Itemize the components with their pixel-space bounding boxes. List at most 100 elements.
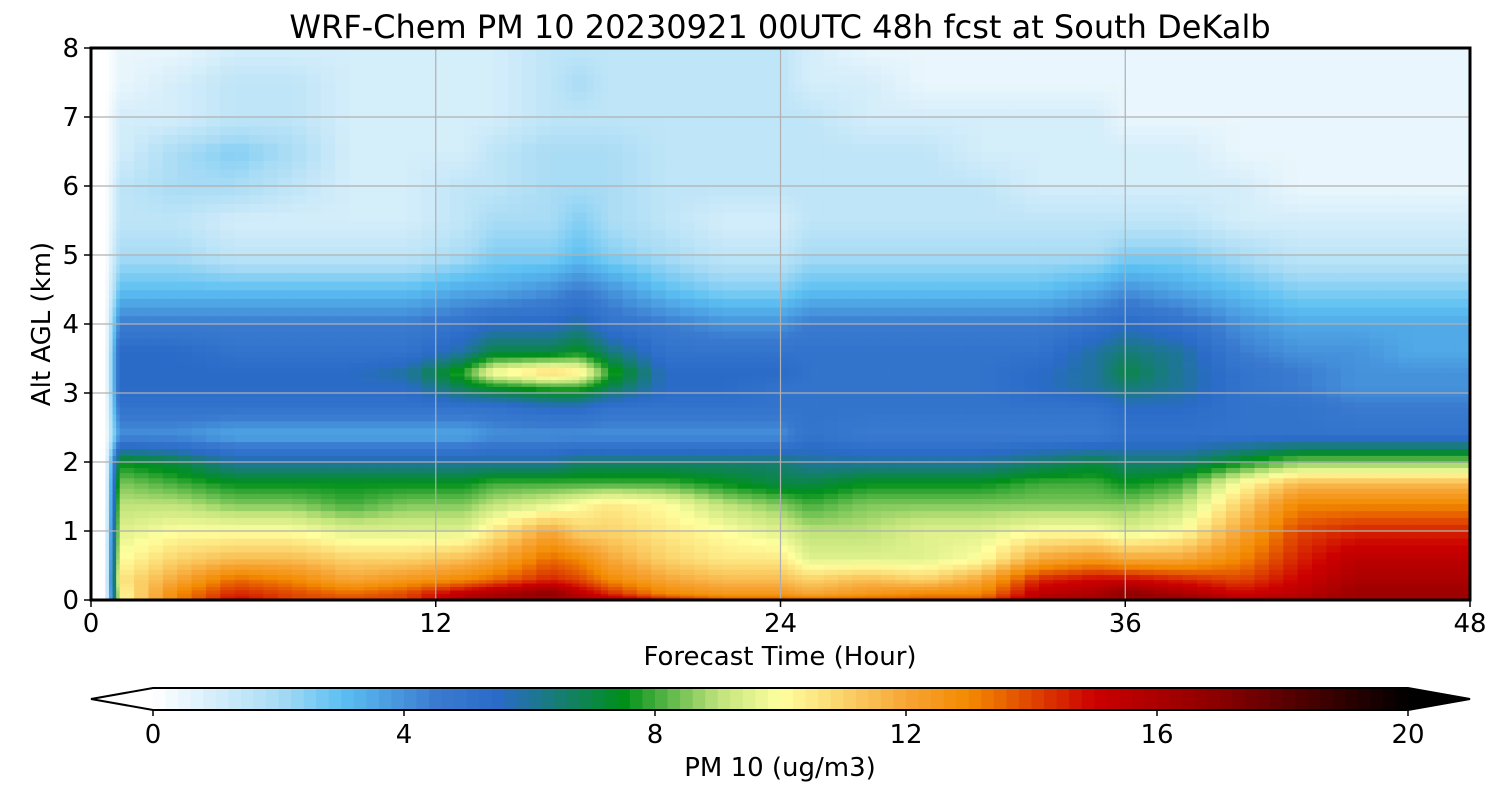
heatmap-cell <box>119 441 135 449</box>
heatmap-cell <box>363 462 380 468</box>
heatmap-cell <box>335 379 351 384</box>
heatmap-cell <box>1096 441 1105 449</box>
heatmap-cell <box>837 551 854 560</box>
heatmap-cell <box>493 589 509 594</box>
heatmap-cell <box>101 596 107 600</box>
heatmap-cell <box>349 574 365 581</box>
heatmap-cell <box>493 406 509 415</box>
heatmap-cell <box>1355 594 1371 598</box>
heatmap-cell <box>708 503 724 512</box>
heatmap-cell <box>866 531 882 539</box>
heatmap-cell <box>679 382 696 387</box>
heatmap-cell <box>866 372 882 377</box>
heatmap-cell <box>694 441 710 449</box>
heatmap-cell <box>478 563 487 570</box>
heatmap-cell <box>292 396 308 403</box>
heatmap-cell <box>306 379 322 384</box>
heatmap-cell <box>622 537 638 546</box>
heatmap-cell <box>1010 467 1026 474</box>
heatmap-cell <box>909 498 925 505</box>
heatmap-cell <box>852 510 868 518</box>
heatmap-cell <box>694 455 710 463</box>
heatmap-cell <box>91 574 96 581</box>
heatmap-cell <box>1426 551 1443 560</box>
heatmap-cell <box>1383 498 1399 505</box>
heatmap-cell <box>636 420 653 429</box>
heatmap-cell <box>1010 427 1026 436</box>
heatmap-cell <box>938 413 954 422</box>
heatmap-cell <box>335 594 351 598</box>
heatmap-cell <box>392 493 408 500</box>
heatmap-cell <box>98 467 103 474</box>
heatmap-cell <box>486 420 495 429</box>
heatmap-cell <box>263 563 279 570</box>
heatmap-cell <box>521 482 538 489</box>
heatmap-cell <box>1455 441 1471 449</box>
heatmap-cell <box>694 448 710 456</box>
heatmap-cell <box>1225 503 1241 512</box>
heatmap-cell <box>450 472 466 479</box>
heatmap-cell <box>335 462 351 468</box>
heatmap-cell <box>292 551 308 560</box>
heatmap-cell <box>1182 375 1198 380</box>
heatmap-cell <box>737 382 753 387</box>
heatmap-cell <box>335 487 351 494</box>
heatmap-cell <box>421 427 437 436</box>
heatmap-cell <box>162 579 178 584</box>
heatmap-cell <box>335 434 351 443</box>
heatmap-cell <box>234 372 250 377</box>
heatmap-cell <box>148 524 164 532</box>
heatmap-cell <box>1225 420 1241 429</box>
heatmap-cell <box>162 594 178 598</box>
heatmap-cell <box>1197 472 1213 479</box>
heatmap-cell <box>392 498 408 505</box>
heatmap-cell <box>1182 579 1198 584</box>
heatmap-cell <box>780 372 789 377</box>
heatmap-cell <box>478 551 487 560</box>
heatmap-cell <box>550 467 559 474</box>
heatmap-cell <box>981 427 997 436</box>
heatmap-cell <box>737 391 753 398</box>
heatmap-cell <box>1297 386 1313 393</box>
heatmap-cell <box>335 517 351 525</box>
heatmap-cell <box>536 574 552 581</box>
heatmap-cell <box>572 574 581 581</box>
heatmap-cell <box>837 434 854 443</box>
heatmap-cell <box>1053 406 1069 415</box>
heatmap-cell <box>1153 531 1170 539</box>
heatmap-cell <box>1110 413 1119 422</box>
heatmap-cell <box>1297 396 1313 403</box>
heatmap-cell <box>108 420 114 429</box>
heatmap-cell <box>622 551 638 560</box>
heatmap-cell <box>134 510 150 518</box>
heatmap-cell <box>780 551 789 560</box>
heatmap-cell <box>579 427 588 436</box>
heatmap-cell <box>1110 568 1119 575</box>
heatmap-cell <box>665 589 681 594</box>
heatmap-cell <box>292 434 308 443</box>
heatmap-cell <box>1118 386 1127 393</box>
heatmap-cell <box>1010 594 1026 598</box>
heatmap-cell <box>450 493 466 500</box>
heatmap-cell <box>1125 391 1141 398</box>
heatmap-cell <box>1254 510 1270 518</box>
heatmap-cell <box>450 462 466 468</box>
heatmap-cell <box>277 517 293 525</box>
heatmap-cell <box>435 372 451 377</box>
heatmap-cell <box>780 498 789 505</box>
heatmap-cell <box>1103 537 1112 546</box>
heatmap-cell <box>349 544 365 553</box>
heatmap-cell <box>1110 375 1119 380</box>
heatmap-cell <box>1340 524 1356 532</box>
heatmap-cell <box>91 391 96 398</box>
heatmap-cell <box>852 551 868 560</box>
heatmap-cell <box>1139 413 1155 422</box>
heatmap-cell <box>1311 386 1328 393</box>
heatmap-cell <box>1268 396 1285 403</box>
heatmap-cell <box>622 413 638 422</box>
heatmap-cell <box>507 563 523 570</box>
heatmap-cell <box>177 420 193 429</box>
heatmap-cell <box>1082 448 1098 456</box>
heatmap-cell <box>1225 510 1241 518</box>
heatmap-cell <box>766 379 782 384</box>
